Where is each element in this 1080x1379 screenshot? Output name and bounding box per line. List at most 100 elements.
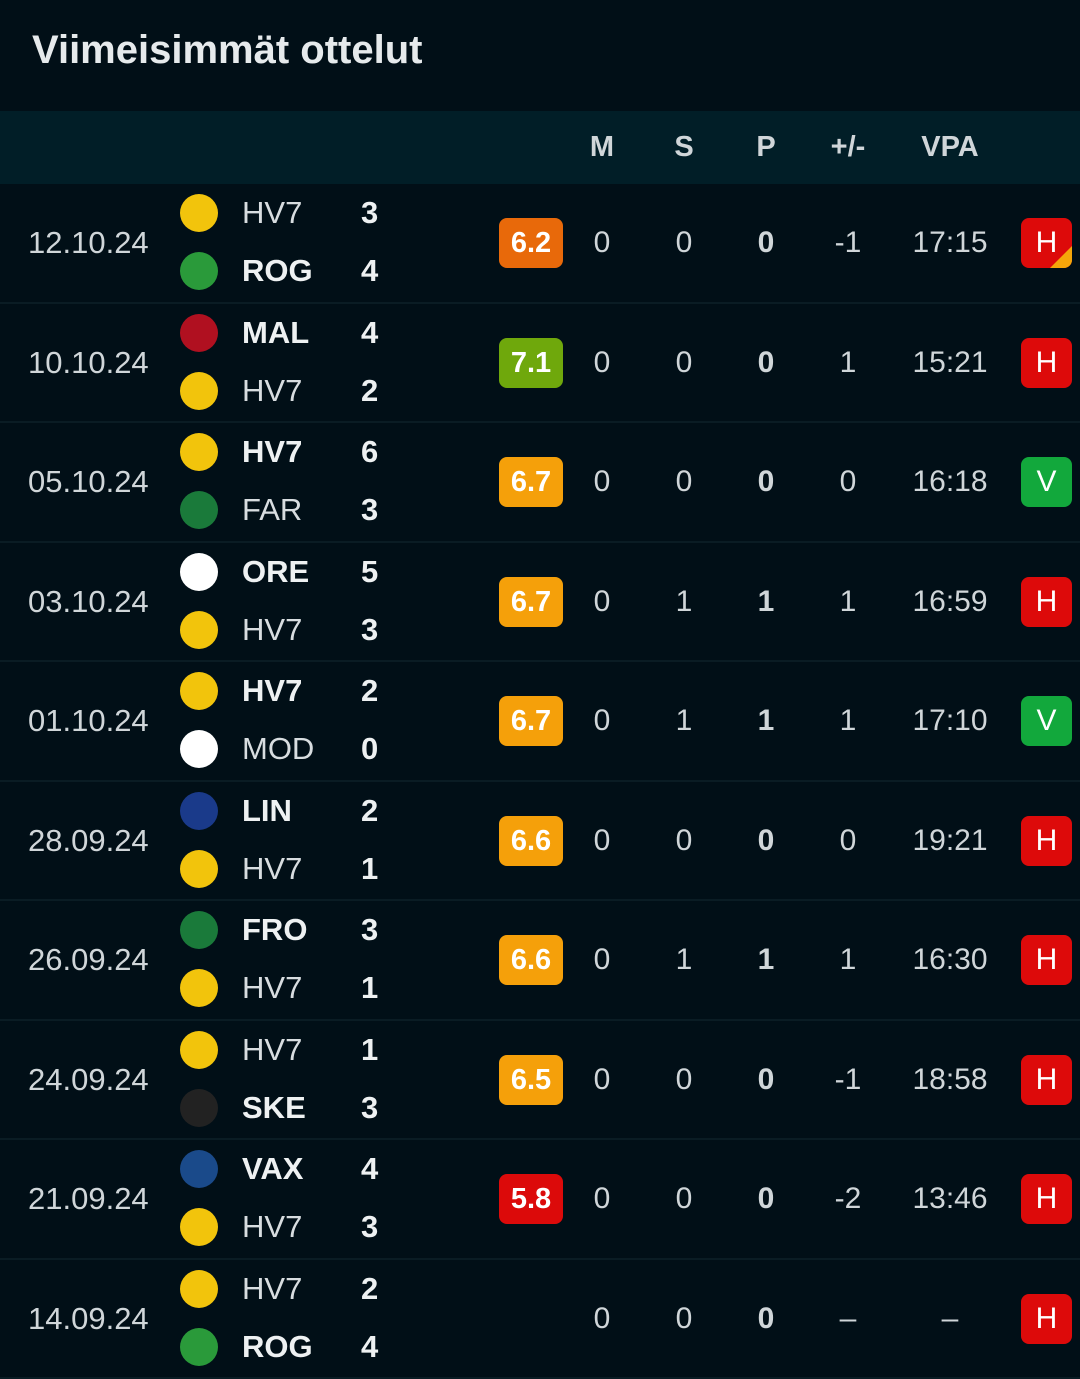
stat-p: 0 <box>758 304 775 421</box>
team-logo-icon <box>180 1208 218 1246</box>
stat-vpa: 18:58 <box>912 1021 987 1138</box>
home-team: HV7 6 <box>178 423 398 481</box>
result-label: H <box>1036 585 1058 618</box>
home-team: VAX 4 <box>178 1140 398 1198</box>
stat-pm: -1 <box>835 1021 862 1138</box>
rating-badge: 6.7 <box>499 696 563 746</box>
rating-badge: 6.7 <box>499 457 563 507</box>
team-score: 0 <box>361 720 378 778</box>
result-badge: H <box>1021 816 1072 866</box>
away-team: HV7 1 <box>178 959 398 1017</box>
home-team: HV7 3 <box>178 184 398 242</box>
team-name: HV7 <box>242 1021 302 1079</box>
stat-pm: 1 <box>840 304 857 421</box>
result-badge: H <box>1021 577 1072 627</box>
team-logo-icon <box>180 1270 218 1308</box>
team-logo-icon <box>180 1150 218 1188</box>
team-score: 3 <box>361 184 378 242</box>
rating-badge: 6.6 <box>499 935 563 985</box>
team-logo-icon <box>180 611 218 649</box>
stat-vpa: 15:21 <box>912 304 987 421</box>
rating-badge: 6.5 <box>499 1055 563 1105</box>
team-name: FAR <box>242 481 302 539</box>
stat-pm: 1 <box>840 543 857 660</box>
away-team: ROG 4 <box>178 1318 398 1376</box>
table-header: M S P +/- VPA <box>0 111 1080 184</box>
home-team: FRO 3 <box>178 901 398 959</box>
team-score: 6 <box>361 423 378 481</box>
team-score: 3 <box>361 601 378 659</box>
stat-p: 1 <box>758 901 775 1018</box>
team-name: MOD <box>242 720 314 778</box>
home-team: MAL 4 <box>178 304 398 362</box>
team-name: LIN <box>242 782 292 840</box>
page-title: Viimeisimmät ottelut <box>32 28 422 73</box>
stat-pm: 1 <box>840 662 857 779</box>
stat-s: 0 <box>676 1260 693 1377</box>
result-badge: V <box>1021 457 1072 507</box>
col-p: P <box>756 111 775 184</box>
team-name: HV7 <box>242 959 302 1017</box>
stat-s: 0 <box>676 1140 693 1257</box>
match-date: 10.10.24 <box>28 304 149 421</box>
away-team: HV7 1 <box>178 840 398 898</box>
team-name: FRO <box>242 901 307 959</box>
result-label: H <box>1036 824 1058 857</box>
stat-m: 0 <box>594 1021 611 1138</box>
rating-badge: 6.7 <box>499 577 563 627</box>
team-logo-icon <box>180 372 218 410</box>
team-name: SKE <box>242 1079 306 1137</box>
team-score: 1 <box>361 840 378 898</box>
team-logo-icon <box>180 252 218 290</box>
rating-badge: 6.6 <box>499 816 563 866</box>
stat-p: 0 <box>758 1140 775 1257</box>
match-date: 03.10.24 <box>28 543 149 660</box>
stat-p: 1 <box>758 543 775 660</box>
team-logo-icon <box>180 1328 218 1366</box>
result-badge: H <box>1021 338 1072 388</box>
team-name: HV7 <box>242 1260 302 1318</box>
team-logo-icon <box>180 1031 218 1069</box>
stat-s: 1 <box>676 662 693 779</box>
stat-pm: 0 <box>840 423 857 540</box>
match-date: 01.10.24 <box>28 662 149 779</box>
result-badge: H <box>1021 1294 1072 1344</box>
team-name: HV7 <box>242 662 302 720</box>
team-logo-icon <box>180 672 218 710</box>
result-label: H <box>1036 1182 1058 1215</box>
team-logo-icon <box>180 730 218 768</box>
team-score: 4 <box>361 1318 378 1376</box>
stat-m: 0 <box>594 184 611 301</box>
team-score: 4 <box>361 1140 378 1198</box>
team-score: 5 <box>361 543 378 601</box>
team-logo-icon <box>180 433 218 471</box>
team-logo-icon <box>180 314 218 352</box>
stat-s: 0 <box>676 184 693 301</box>
match-date: 28.09.24 <box>28 782 149 899</box>
team-name: HV7 <box>242 840 302 898</box>
rating-badge: 5.8 <box>499 1174 563 1224</box>
team-score: 2 <box>361 662 378 720</box>
match-date: 05.10.24 <box>28 423 149 540</box>
away-team: MOD 0 <box>178 720 398 778</box>
team-name: ORE <box>242 543 309 601</box>
result-badge: V <box>1021 696 1072 746</box>
stat-p: 0 <box>758 423 775 540</box>
col-m: M <box>590 111 614 184</box>
away-team: HV7 3 <box>178 1198 398 1256</box>
partial-corner-icon <box>1050 246 1072 268</box>
result-label: H <box>1036 1063 1058 1096</box>
team-score: 2 <box>361 362 378 420</box>
match-date: 14.09.24 <box>28 1260 149 1377</box>
stat-s: 1 <box>676 901 693 1018</box>
